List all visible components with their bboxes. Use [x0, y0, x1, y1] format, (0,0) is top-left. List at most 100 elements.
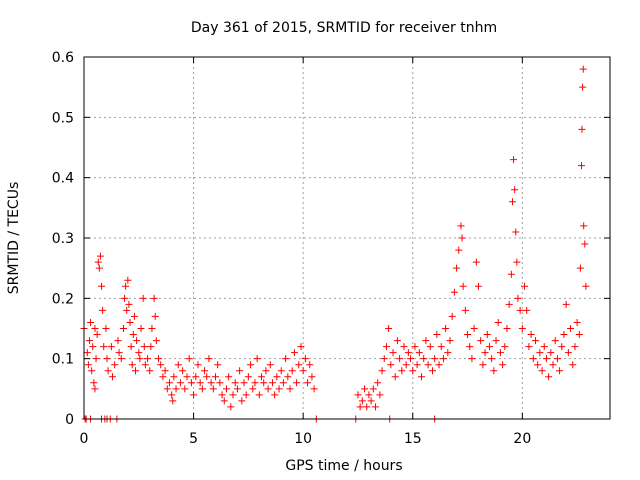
data-point [93, 331, 101, 339]
data-point [507, 270, 515, 278]
data-point [98, 282, 106, 290]
data-point [103, 355, 111, 363]
data-point [567, 325, 575, 332]
data-point [212, 373, 219, 381]
y-tick-label: 0.1 [52, 352, 74, 368]
data-point [151, 312, 159, 320]
y-tick-label: 0.4 [52, 171, 74, 187]
data-point [540, 343, 548, 351]
data-point [301, 355, 309, 363]
data-point [136, 355, 144, 363]
data-point [84, 361, 92, 369]
data-point [472, 258, 480, 266]
data-point [536, 349, 544, 357]
data-point [556, 367, 564, 375]
data-point [260, 379, 268, 387]
data-point [304, 379, 312, 387]
data-point [442, 325, 450, 332]
data-point [183, 373, 191, 381]
y-tick-label: 0.5 [52, 110, 74, 126]
data-point [205, 355, 213, 363]
y-tick-label: 0.3 [52, 231, 74, 247]
data-point [356, 403, 364, 411]
data-point [121, 294, 129, 302]
data-point [470, 325, 478, 332]
data-point [424, 361, 432, 369]
data-point [268, 379, 276, 387]
data-point [85, 337, 93, 345]
data-point [512, 228, 520, 236]
data-point [95, 264, 103, 272]
data-point [225, 373, 233, 381]
data-point [510, 156, 518, 164]
data-point [127, 343, 135, 351]
data-point [119, 325, 127, 332]
data-point [582, 282, 590, 290]
data-point [576, 264, 584, 272]
data-point [83, 349, 91, 357]
data-point [444, 349, 452, 357]
data-point [422, 337, 430, 345]
data-point [455, 246, 463, 254]
data-point [306, 361, 314, 369]
data-point [192, 373, 200, 381]
data-point [229, 391, 237, 399]
data-point [90, 379, 98, 387]
data-point [501, 343, 509, 351]
data-point [549, 361, 557, 369]
data-point [282, 355, 290, 363]
data-point [542, 355, 550, 363]
data-point [104, 367, 112, 375]
data-point [409, 367, 417, 375]
data-point [163, 385, 171, 393]
data-point [564, 349, 572, 357]
data-point [531, 337, 539, 345]
data-point [431, 355, 439, 363]
data-point [122, 282, 130, 290]
data-point [181, 385, 189, 393]
data-point [458, 234, 466, 242]
data-point [508, 198, 516, 206]
data-point [396, 355, 404, 363]
data-point [155, 355, 163, 363]
data-point [137, 325, 145, 332]
data-point [420, 355, 428, 363]
data-point [525, 343, 533, 351]
data-point [464, 331, 472, 339]
data-point [551, 337, 559, 345]
data-point [220, 397, 228, 405]
data-point [133, 337, 141, 345]
y-tick-label: 0.2 [52, 291, 74, 307]
data-point [426, 343, 434, 351]
data-point [492, 337, 500, 345]
data-point [547, 349, 555, 357]
data-point [485, 343, 493, 351]
data-point [89, 343, 97, 351]
data-point [238, 397, 246, 405]
data-point [209, 385, 217, 393]
data-point [288, 367, 296, 375]
data-point [262, 367, 270, 375]
data-point [310, 385, 318, 393]
data-point [222, 385, 230, 393]
data-point [499, 361, 507, 369]
data-point [216, 379, 224, 387]
data-points [80, 65, 590, 423]
data-point [571, 343, 579, 351]
data-point [496, 349, 504, 357]
data-point [387, 361, 395, 369]
data-point [185, 355, 193, 363]
data-point [461, 306, 469, 314]
data-point [380, 355, 388, 363]
data-point [479, 361, 487, 369]
data-point [435, 361, 443, 369]
data-point [144, 355, 152, 363]
data-point [152, 337, 160, 345]
data-point [139, 294, 147, 302]
data-point [244, 373, 252, 381]
data-point [176, 379, 184, 387]
data-point [295, 361, 303, 369]
data-point [114, 337, 122, 345]
data-point [240, 379, 248, 387]
